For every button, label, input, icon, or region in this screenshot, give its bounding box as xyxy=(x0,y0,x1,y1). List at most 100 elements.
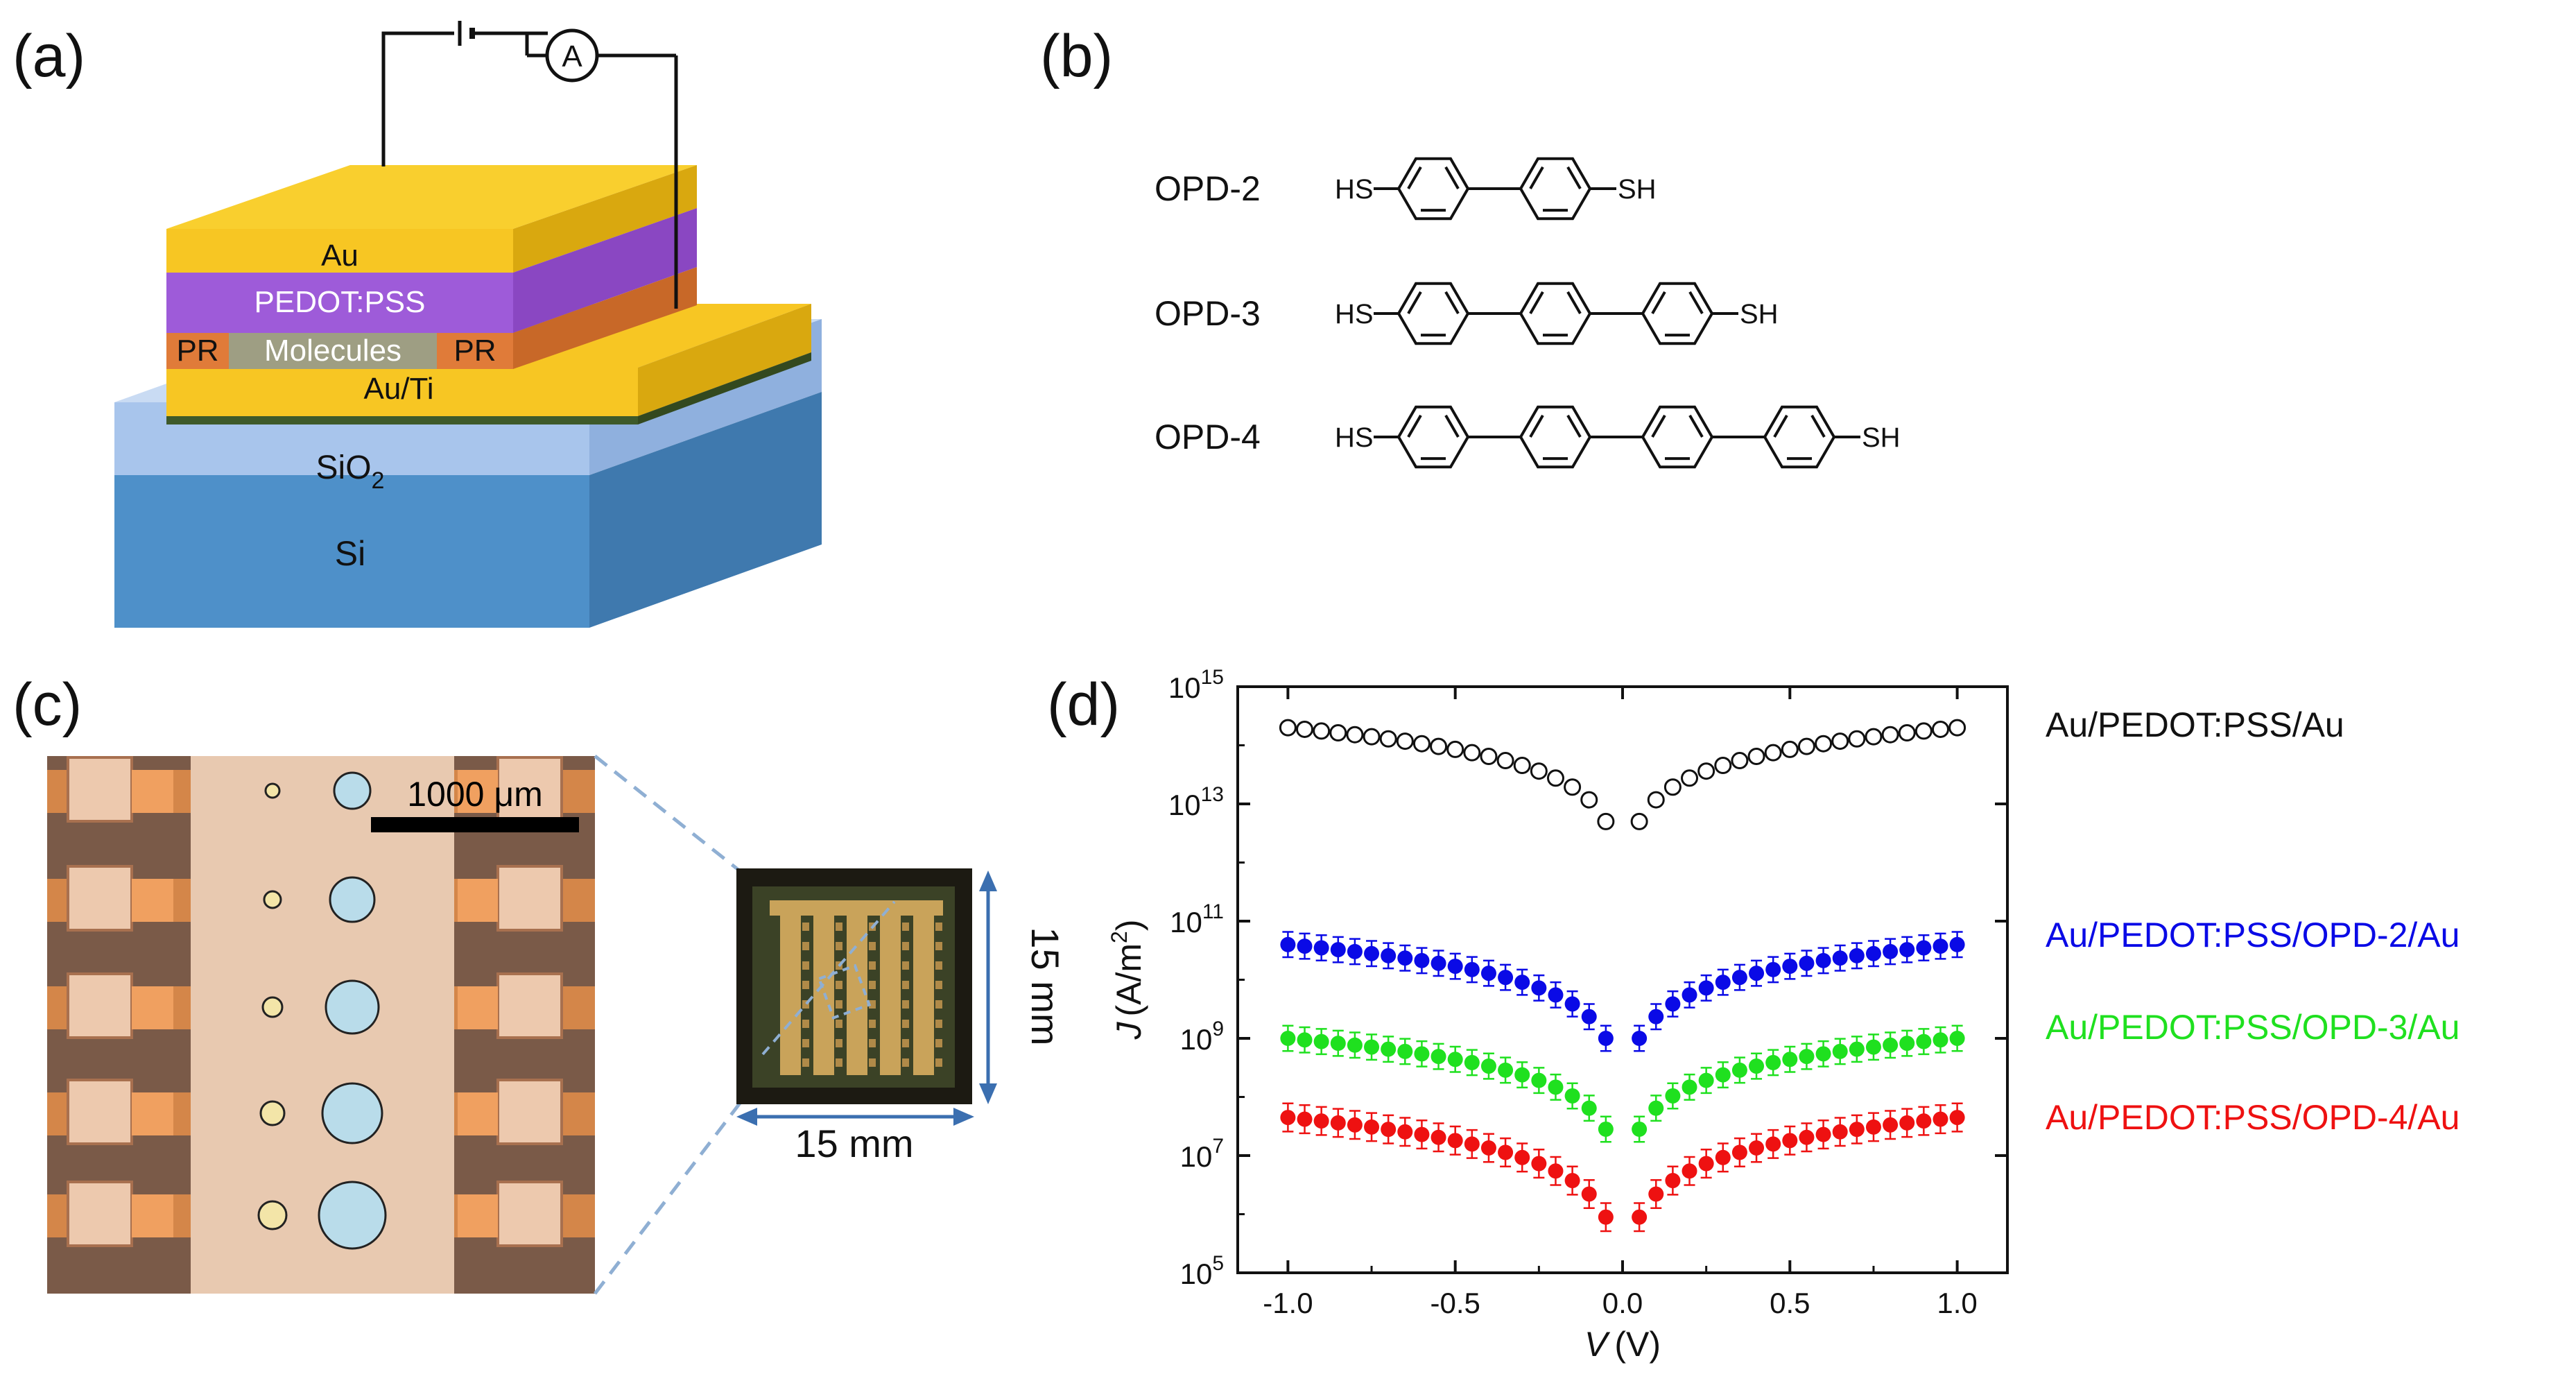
data-point xyxy=(1548,987,1564,1003)
data-point xyxy=(1464,961,1480,977)
data-point xyxy=(1530,762,1548,780)
contact-pad xyxy=(67,865,133,932)
x-axis-label: V (V) xyxy=(1584,1325,1661,1364)
data-point xyxy=(1381,1122,1397,1138)
chip-electrode-finger xyxy=(880,902,901,1075)
contact-pad xyxy=(496,1079,563,1145)
data-point xyxy=(1329,723,1347,741)
data-point xyxy=(1647,791,1665,809)
data-point xyxy=(1849,1122,1865,1138)
data-point xyxy=(1313,722,1331,740)
x-tick-label: 0.5 xyxy=(1770,1287,1810,1319)
data-point xyxy=(1514,1067,1530,1083)
zoom-line-bottom xyxy=(594,1095,747,1295)
x-tick-label: -0.5 xyxy=(1430,1287,1480,1319)
bottom-electrode-side xyxy=(638,304,811,416)
contact-pad xyxy=(67,972,133,1039)
data-point xyxy=(1498,970,1514,986)
data-point xyxy=(1531,1156,1547,1172)
chip-electrodes xyxy=(770,900,943,1075)
data-point xyxy=(1832,950,1848,966)
label-molecules: Molecules xyxy=(264,334,401,368)
contact-pad xyxy=(67,756,133,823)
legend-entry: Au/PEDOT:PSS/Au xyxy=(2046,705,2344,744)
data-point xyxy=(1430,1129,1446,1145)
junction-small xyxy=(261,996,284,1018)
contact-pad xyxy=(67,1079,133,1145)
junction-small xyxy=(263,890,282,909)
data-point xyxy=(1347,1117,1363,1133)
data-point xyxy=(1564,1088,1580,1104)
data-point xyxy=(1580,791,1598,809)
data-point xyxy=(1949,936,1965,952)
data-point xyxy=(1849,947,1865,963)
data-point xyxy=(1948,719,1966,737)
data-point xyxy=(1632,1209,1648,1225)
data-point xyxy=(1832,1043,1848,1059)
contact-pad xyxy=(496,972,563,1039)
y-axis-label: J(A/m2) xyxy=(1107,920,1148,1040)
si-front-face xyxy=(114,475,589,628)
data-point xyxy=(1848,730,1866,748)
data-point xyxy=(1330,1115,1346,1131)
data-point xyxy=(1865,945,1881,961)
data-point xyxy=(1531,1072,1547,1088)
plot-frame xyxy=(1236,685,2009,1274)
data-point xyxy=(1898,723,1916,741)
data-point xyxy=(1949,1110,1965,1126)
chart-series xyxy=(1279,719,1966,1233)
si-side-face xyxy=(589,392,822,628)
data-point xyxy=(1682,1079,1697,1095)
data-point xyxy=(1330,942,1346,958)
data-point xyxy=(1799,955,1815,971)
data-point xyxy=(1280,1031,1296,1046)
data-point xyxy=(1764,744,1782,762)
data-point xyxy=(1749,966,1765,981)
panel-label-b: (b) xyxy=(1040,23,1113,89)
data-point xyxy=(1363,728,1381,746)
data-point xyxy=(1531,980,1547,996)
junction-small xyxy=(259,1100,286,1126)
panel-c: (c) 1000 μm 15 mm 15 mm xyxy=(12,671,1067,1295)
pedot-layer xyxy=(166,273,513,333)
data-point xyxy=(1933,1111,1948,1127)
data-point xyxy=(1364,945,1380,961)
data-point xyxy=(1782,959,1798,975)
data-point xyxy=(1581,1009,1597,1024)
y-tick-label: 109 xyxy=(1180,1018,1224,1056)
data-point xyxy=(1782,1052,1798,1067)
data-point xyxy=(1330,1036,1346,1052)
junction-large xyxy=(321,1082,383,1144)
data-point xyxy=(1296,720,1314,738)
data-point xyxy=(1815,735,1833,753)
data-point xyxy=(1446,740,1464,758)
benzene-ring xyxy=(1763,405,1836,469)
data-point xyxy=(1916,940,1932,956)
data-point xyxy=(1832,1124,1848,1140)
data-point xyxy=(1630,812,1648,830)
panel-label-a: (a) xyxy=(12,23,85,89)
chip-electrode-finger xyxy=(913,902,934,1075)
pr-side xyxy=(513,267,697,369)
data-point xyxy=(1933,938,1948,954)
y-tick-label: 1015 xyxy=(1168,666,1224,704)
benzene-ring xyxy=(1641,405,1714,469)
label-si: Si xyxy=(335,534,365,573)
data-point xyxy=(1682,1163,1697,1179)
label-pr-right: PR xyxy=(453,334,496,368)
data-point xyxy=(1397,950,1413,966)
junction-small xyxy=(264,782,281,799)
data-point xyxy=(1865,1119,1881,1135)
data-point xyxy=(1313,940,1329,956)
data-point xyxy=(1548,1079,1564,1095)
data-point xyxy=(1765,1136,1781,1152)
data-point xyxy=(1883,1037,1899,1053)
legend-entry: Au/PEDOT:PSS/OPD-4/Au xyxy=(2046,1098,2460,1137)
data-point xyxy=(1916,1113,1932,1129)
data-point xyxy=(1514,975,1530,990)
x-tick-label: 1.0 xyxy=(1937,1287,1977,1319)
data-point xyxy=(1865,728,1883,746)
data-point xyxy=(1781,740,1799,758)
panel-a: (a) A Au xyxy=(12,21,822,628)
